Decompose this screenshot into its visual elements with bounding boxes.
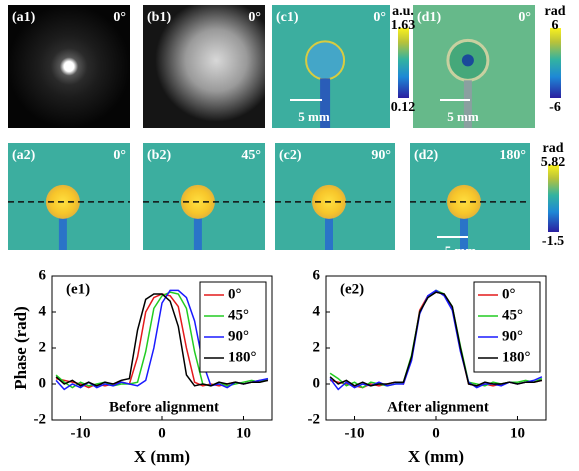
panel-label: (a2)	[12, 148, 36, 163]
panel-angle: 0°	[113, 148, 126, 163]
x-tick-label: -10	[71, 425, 91, 441]
legend-label: 180°	[228, 349, 257, 365]
stem	[58, 216, 67, 250]
image-panel: (c2) 90°	[275, 143, 395, 250]
panel-label: (d2)	[414, 148, 438, 163]
legend	[199, 281, 267, 373]
y-tick-label: 6	[313, 267, 321, 283]
x-tick-label: 10	[510, 425, 525, 441]
x-axis-label: X (mm)	[408, 447, 464, 466]
colorbar-unit: rad	[545, 4, 566, 19]
legend-label: 45°	[502, 307, 523, 323]
stem	[460, 216, 468, 250]
panel-angle: 0°	[373, 10, 386, 25]
legend-label: 45°	[228, 307, 249, 323]
sample	[305, 40, 346, 81]
colorbar	[550, 28, 561, 98]
panel-label: (b1)	[147, 10, 171, 25]
x-tick-label: 0	[432, 425, 440, 441]
annotation: Before alignment	[109, 399, 219, 415]
chart-title: (e2)	[340, 281, 364, 297]
legend-label: 0°	[228, 286, 242, 302]
y-axis-label: Phase (rad)	[11, 306, 30, 390]
stem	[463, 80, 472, 128]
image-panel: (c1) 0°	[272, 5, 390, 128]
panel-label: (b2)	[147, 148, 171, 163]
colorbar-unit: a.u.	[392, 4, 414, 19]
colorbar	[398, 28, 409, 98]
y-tick-label: 2	[39, 339, 47, 355]
image-panel: (b1) 0°	[143, 5, 265, 128]
colorbar-max: 6	[552, 18, 559, 33]
y-tick-label: 4	[313, 303, 321, 319]
colorbar-min: -1.5	[542, 234, 564, 249]
legend-label: 0°	[502, 286, 516, 302]
x-tick-label: -10	[345, 425, 365, 441]
scale-bar-label: 5 mm	[447, 109, 479, 124]
panel-angle: 45°	[241, 148, 261, 163]
colorbar-max: 5.82	[541, 155, 566, 170]
x-tick-label: 10	[236, 425, 251, 441]
image-panel: (a2) 0°	[8, 143, 130, 250]
colorbar-max: 1.63	[391, 18, 416, 33]
x-tick-label: 0	[158, 425, 166, 441]
legend-label: 90°	[228, 328, 249, 344]
colorbar	[548, 165, 559, 232]
plot-frame	[51, 275, 273, 421]
y-tick-label: -2	[308, 411, 321, 427]
panel-label: (c1)	[276, 10, 299, 25]
image	[143, 5, 265, 128]
image-panel: (a1) 0°	[8, 5, 130, 128]
colorbar-min: 0.12	[391, 100, 416, 115]
legend-label: 180°	[502, 349, 531, 365]
panel-label: (c2)	[279, 148, 302, 163]
legend-label: 90°	[502, 328, 523, 344]
x-axis-label: X (mm)	[134, 447, 190, 466]
y-tick-label: 4	[39, 303, 47, 319]
y-tick-label: 6	[39, 267, 47, 283]
panel-angle: 0°	[113, 10, 126, 25]
panel-label: (a1)	[12, 10, 36, 25]
panel-angle: 0°	[248, 10, 261, 25]
panel-angle: 0°	[518, 10, 531, 25]
y-tick-label: 0	[39, 375, 47, 391]
series-line	[329, 291, 543, 387]
sample-core	[461, 54, 474, 67]
y-tick-label: 2	[313, 339, 321, 355]
scale-bar-label: 5 mm	[298, 109, 330, 124]
image-panel: (b2) 45°	[143, 143, 265, 250]
image-panel: (d2) 180°	[410, 143, 530, 250]
chart-title: (e1)	[66, 281, 90, 297]
panel-angle: 90°	[371, 148, 391, 163]
panel-angle: 180°	[499, 148, 526, 163]
image-panel: (d1) 0°	[413, 5, 535, 128]
scale-bar-label: 5 mm	[445, 243, 477, 258]
colorbar-unit: rad	[543, 141, 564, 156]
y-tick-label: -2	[34, 411, 47, 427]
image	[8, 5, 130, 128]
plot-frame	[325, 275, 547, 421]
colorbar-min: -6	[549, 100, 561, 115]
stem	[320, 78, 331, 128]
stem	[193, 216, 202, 250]
stem	[325, 216, 333, 250]
series-line	[55, 293, 269, 387]
legend	[473, 281, 541, 373]
panel-label: (d1)	[417, 10, 441, 25]
y-tick-label: 0	[313, 375, 321, 391]
annotation: After alignment	[387, 399, 489, 415]
